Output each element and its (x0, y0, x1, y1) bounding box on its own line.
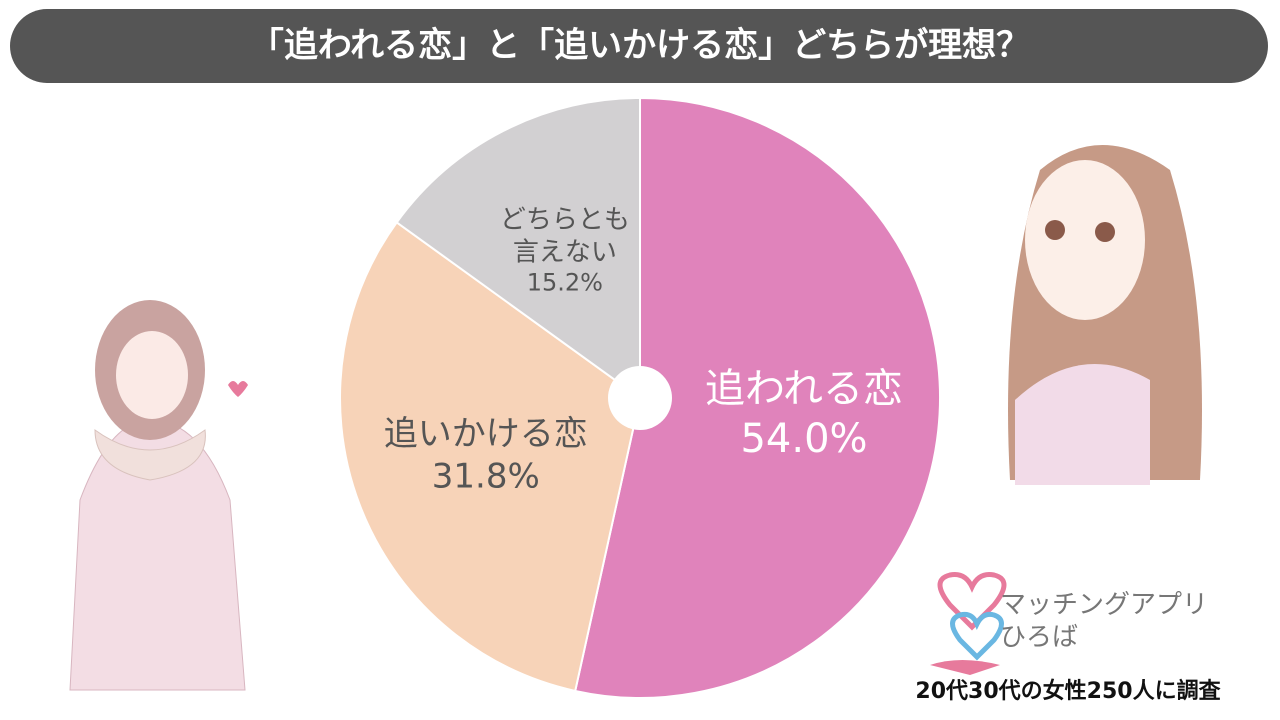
illustration-left (69, 300, 248, 691)
data-label: 15.2% (527, 269, 603, 297)
title-bar (10, 9, 1268, 83)
data-label: 54.0% (740, 416, 867, 462)
survey-note: 20代30代の女性250人に調査 (915, 678, 1221, 704)
chart-title: 「追われる恋」と「追いかける恋」どちらが理想？ (250, 26, 1030, 66)
pie-slice (339, 221, 642, 693)
donut-hole (608, 366, 672, 430)
data-label: 31.8% (432, 456, 540, 496)
slice-label: 追われる恋 (705, 366, 903, 412)
brand-name: マッチングアプリひろば (1000, 590, 1208, 653)
pie-slice (395, 96, 641, 400)
pie-slice (574, 96, 941, 699)
slice-label: どちらとも言えない (500, 204, 630, 267)
illustration-right (1008, 145, 1202, 485)
slice-label: 追いかける恋 (384, 414, 588, 454)
brand-logo (930, 572, 1007, 675)
